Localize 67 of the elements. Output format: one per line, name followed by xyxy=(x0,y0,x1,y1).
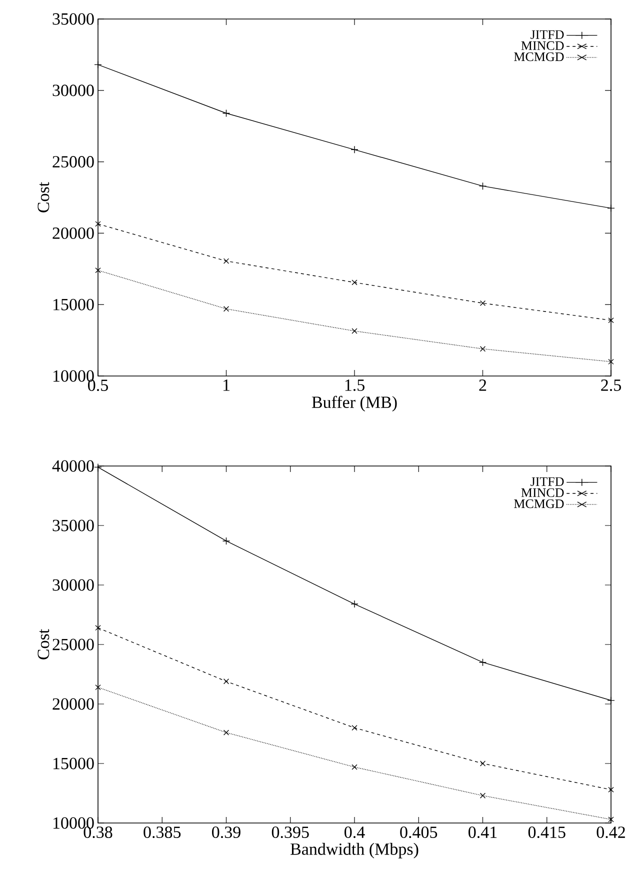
x-tick-label: 0.415 xyxy=(528,826,566,838)
point xyxy=(94,463,102,472)
point xyxy=(94,60,102,69)
point xyxy=(608,786,614,792)
point xyxy=(95,221,101,227)
point xyxy=(350,146,358,154)
y-tick-label: 30000 xyxy=(52,579,94,591)
point xyxy=(223,306,230,312)
legend-label: JITFD xyxy=(530,30,564,39)
point xyxy=(608,317,614,324)
x-tick-label: 0.41 xyxy=(468,826,497,838)
point xyxy=(95,268,101,274)
y-tick-label: 20000 xyxy=(52,227,94,239)
legend-label: MINCD xyxy=(521,488,564,498)
point xyxy=(478,658,487,666)
y-tick-label: 35000 xyxy=(52,520,94,532)
y-axis-title: Cost xyxy=(38,629,50,660)
point xyxy=(480,792,486,798)
point xyxy=(222,109,230,118)
x-tick-label: 0.38 xyxy=(84,826,112,838)
x-tick-label: 1 xyxy=(224,380,230,391)
y-tick-label: 20000 xyxy=(52,698,94,710)
point xyxy=(95,625,101,631)
legend-label: MINCD xyxy=(521,41,564,50)
point xyxy=(223,678,230,684)
x-tick-label: 0.4 xyxy=(344,826,365,838)
point xyxy=(608,358,614,365)
x-tick-label: 0.42 xyxy=(596,826,625,838)
point xyxy=(352,764,358,770)
x-tick-label: 0.5 xyxy=(88,380,108,392)
y-tick-label: 40000 xyxy=(52,460,94,472)
point xyxy=(480,760,486,766)
y-tick-label: 15000 xyxy=(53,758,94,770)
legend-label: MCMGD xyxy=(514,499,564,508)
x-tick-label: 0.39 xyxy=(212,826,240,838)
y-axis-title: Cost xyxy=(38,182,50,212)
point xyxy=(608,816,614,822)
x-tick-label: 0.385 xyxy=(144,826,181,838)
legend-label: JITFD xyxy=(530,477,564,486)
y-tick-label: 25000 xyxy=(52,638,94,650)
point xyxy=(223,730,230,736)
x-tick-label: 1.5 xyxy=(345,380,364,391)
point xyxy=(607,204,615,212)
point xyxy=(223,258,230,264)
point xyxy=(480,300,486,306)
y-tick-label: 25000 xyxy=(52,156,94,168)
y-tick-label: 10000 xyxy=(53,370,94,382)
y-tick-label: 30000 xyxy=(52,84,94,96)
y-tick-label: 35000 xyxy=(52,13,94,25)
x-tick-label: 0.405 xyxy=(400,826,438,838)
point xyxy=(607,696,615,704)
point xyxy=(478,182,487,190)
x-tick-label: 0.395 xyxy=(272,826,309,838)
point xyxy=(222,537,230,545)
x-axis-title: Buffer (MB) xyxy=(312,396,397,412)
point xyxy=(480,346,486,352)
point xyxy=(352,280,358,286)
y-tick-label: 10000 xyxy=(53,817,94,829)
point xyxy=(352,724,358,731)
point xyxy=(352,328,358,334)
y-tick-label: 15000 xyxy=(53,298,94,310)
x-tick-label: 2 xyxy=(479,380,486,391)
legend-label: MCMGD xyxy=(514,52,564,62)
point xyxy=(350,600,358,608)
x-tick-label: 2.5 xyxy=(601,380,621,392)
point xyxy=(95,684,101,690)
x-axis-title: Bandwidth (Mbps) xyxy=(290,842,418,858)
